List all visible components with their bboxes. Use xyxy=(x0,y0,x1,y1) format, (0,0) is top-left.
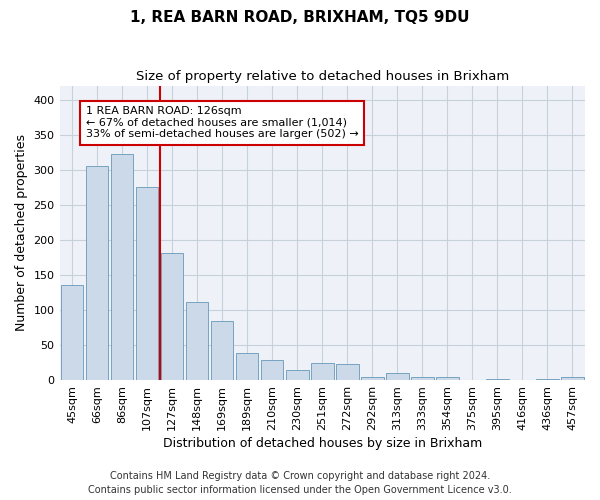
Text: 1, REA BARN ROAD, BRIXHAM, TQ5 9DU: 1, REA BARN ROAD, BRIXHAM, TQ5 9DU xyxy=(130,10,470,25)
Bar xyxy=(411,378,434,380)
Text: 1 REA BARN ROAD: 126sqm
← 67% of detached houses are smaller (1,014)
33% of semi: 1 REA BARN ROAD: 126sqm ← 67% of detache… xyxy=(86,106,359,140)
Bar xyxy=(136,187,158,380)
Bar xyxy=(386,373,409,380)
Bar xyxy=(561,378,584,380)
Bar xyxy=(111,154,133,380)
Bar xyxy=(536,378,559,380)
Bar xyxy=(336,364,359,380)
Bar xyxy=(86,166,109,380)
Title: Size of property relative to detached houses in Brixham: Size of property relative to detached ho… xyxy=(136,70,509,83)
Bar xyxy=(236,354,259,380)
Bar xyxy=(261,360,283,380)
Bar xyxy=(186,302,208,380)
Y-axis label: Number of detached properties: Number of detached properties xyxy=(15,134,28,332)
Bar xyxy=(286,370,308,380)
Bar xyxy=(211,321,233,380)
Bar xyxy=(436,376,458,380)
Text: Contains HM Land Registry data © Crown copyright and database right 2024.
Contai: Contains HM Land Registry data © Crown c… xyxy=(88,471,512,495)
X-axis label: Distribution of detached houses by size in Brixham: Distribution of detached houses by size … xyxy=(163,437,482,450)
Bar xyxy=(161,253,184,380)
Bar xyxy=(311,362,334,380)
Bar xyxy=(361,376,383,380)
Bar xyxy=(61,286,83,380)
